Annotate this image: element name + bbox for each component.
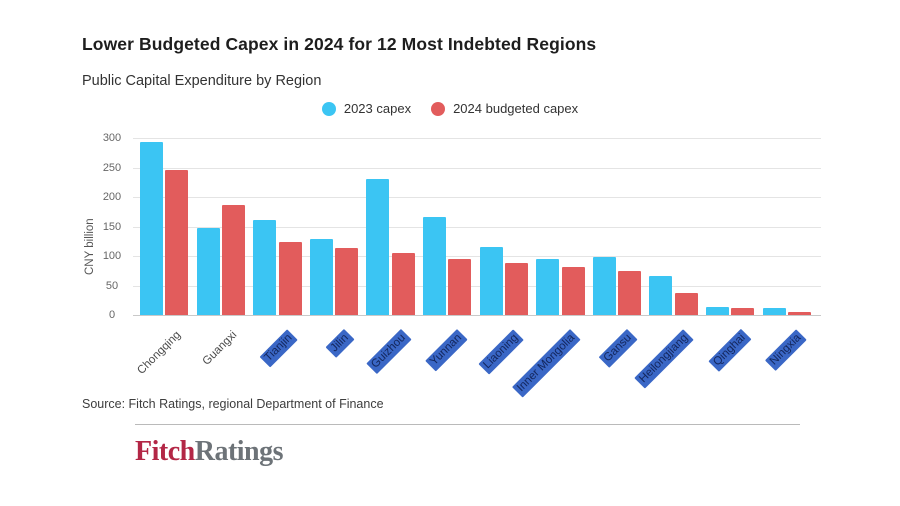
gridline-0: [133, 315, 821, 316]
x-axis-label-chongqing: Chongqing: [134, 329, 183, 377]
bar-2024-gansu: [618, 271, 642, 315]
bar-2024-jilin: [335, 248, 359, 315]
x-axis-label-ningxia: Ningxia: [765, 329, 808, 371]
gridline-200: [133, 197, 821, 198]
y-tick-label-100: 100: [102, 250, 122, 262]
x-axis-label-guizhou: Guizhou: [366, 329, 412, 375]
bar-2023-liaoning: [479, 247, 503, 315]
legend-item-2023: 2023 capex: [321, 101, 412, 116]
bar-2024-chongqing: [165, 170, 189, 315]
legend-swatch-2024-icon: [431, 101, 446, 116]
gridline-100: [133, 256, 821, 257]
legend-swatch-2023-icon: [321, 101, 336, 116]
gridline-250: [133, 167, 821, 169]
bar-2023-qinghai: [706, 307, 729, 315]
x-axis-label-heilongjiang: Heilongjiang: [634, 329, 695, 389]
y-tick-label-200: 200: [102, 191, 122, 203]
bar-2024-ningxia: [788, 312, 811, 315]
x-axis-label-tianjin: Tianjin: [259, 329, 299, 368]
legend-label-2024: 2024 budgeted capex: [453, 101, 579, 116]
fitch-ratings-logo: FitchRatings: [135, 436, 284, 468]
bar-2023-chongqing: [140, 142, 163, 315]
legend-label-2023: 2023 capex: [343, 101, 412, 116]
bar-2024-qinghai: [731, 307, 755, 315]
footer-divider: [135, 424, 800, 425]
bar-2023-ningxia: [762, 307, 786, 315]
x-axis-label-liaoning: Liaoning: [478, 329, 525, 375]
gridline-50: [133, 285, 821, 287]
bar-2023-yunnan: [423, 217, 446, 315]
bar-2024-guangxi: [222, 204, 245, 315]
bar-2024-guizhou: [391, 253, 415, 315]
logo-fitch: Fitch: [135, 436, 195, 467]
gridline-300: [133, 138, 821, 139]
y-tick-label-300: 300: [102, 132, 122, 144]
bar-2023-heilongjiang: [649, 276, 673, 315]
bar-2023-inner-mongolia: [536, 258, 560, 315]
bar-2023-gansu: [592, 257, 616, 315]
bar-2024-liaoning: [505, 263, 528, 315]
bar-2023-tianjin: [253, 220, 277, 315]
y-tick-label-0: 0: [108, 309, 116, 321]
y-tick-label-250: 250: [102, 161, 122, 174]
x-axis-label-gansu: Gansu: [598, 329, 638, 368]
legend-item-2024: 2024 budgeted capex: [431, 101, 578, 116]
bar-2023-jilin: [309, 239, 333, 315]
legend: 2023 capex 2024 budgeted capex: [0, 101, 900, 116]
chart-subtitle: Public Capital Expenditure by Region: [82, 73, 322, 89]
x-axis-label-guangxi: Guangxi: [200, 329, 240, 368]
bar-2024-heilongjiang: [674, 292, 698, 315]
page-title: Lower Budgeted Capex in 2024 for 12 Most…: [82, 34, 597, 54]
logo-ratings: Ratings: [194, 436, 284, 467]
bar-2024-inner-mongolia: [561, 267, 585, 315]
x-axis-label-qinghai: Qinghai: [707, 329, 751, 372]
gridline-150: [133, 226, 821, 228]
bar-2024-tianjin: [278, 242, 302, 315]
x-axis-label-yunnan: Yunnan: [425, 329, 468, 372]
y-tick-label-150: 150: [102, 220, 122, 233]
bar-2023-guizhou: [366, 178, 390, 315]
bar-2023-guangxi: [196, 228, 220, 315]
plot-area: [133, 138, 821, 316]
source-text: Source: Fitch Ratings, regional Departme…: [82, 397, 384, 411]
x-axis-label-jilin: Jilin: [325, 329, 355, 358]
y-tick-label-50: 50: [105, 279, 119, 292]
bar-2024-yunnan: [448, 258, 472, 315]
